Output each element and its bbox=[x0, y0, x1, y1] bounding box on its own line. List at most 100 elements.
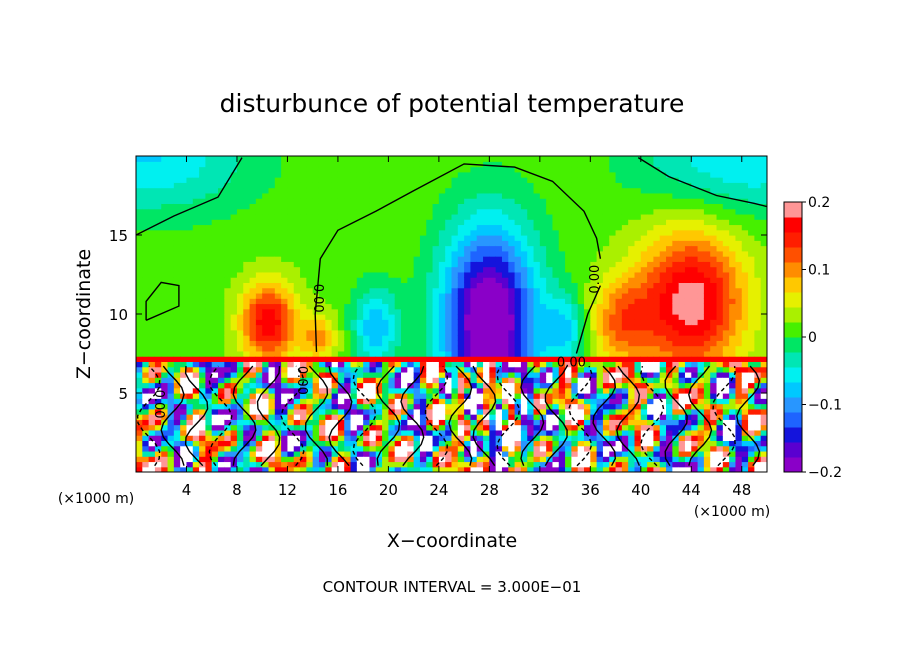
heatmap-cell bbox=[136, 398, 143, 405]
heatmap-cell bbox=[577, 208, 585, 215]
heatmap-cell bbox=[205, 366, 213, 373]
heatmap-cell bbox=[337, 345, 345, 352]
heatmap-cell bbox=[287, 187, 295, 194]
heatmap-cell bbox=[653, 398, 661, 405]
heatmap-cell bbox=[470, 213, 478, 220]
heatmap-cell bbox=[470, 277, 478, 283]
heatmap-cell bbox=[173, 308, 181, 315]
heatmap-cell bbox=[590, 187, 598, 194]
heatmap-cell bbox=[199, 219, 207, 226]
heatmap-cell bbox=[533, 466, 541, 472]
heatmap-cell bbox=[426, 419, 434, 426]
heatmap-cell bbox=[154, 435, 162, 441]
heatmap-cell bbox=[615, 198, 623, 204]
heatmap-cell bbox=[445, 182, 453, 189]
heatmap-cell bbox=[407, 466, 415, 472]
heatmap-cell bbox=[274, 203, 282, 210]
heatmap-cell bbox=[161, 387, 169, 394]
heatmap-cell bbox=[577, 393, 585, 399]
heatmap-cell bbox=[148, 261, 156, 268]
heatmap-cell bbox=[205, 277, 213, 283]
heatmap-cell bbox=[325, 329, 333, 336]
heatmap-cell bbox=[438, 261, 446, 268]
heatmap-cell bbox=[413, 435, 421, 441]
heatmap-cell bbox=[640, 235, 648, 241]
heatmap-cell bbox=[451, 245, 459, 252]
heatmap-cell bbox=[224, 324, 232, 331]
heatmap-cell bbox=[350, 408, 358, 415]
heatmap-cell bbox=[577, 450, 585, 457]
heatmap-cell bbox=[306, 408, 314, 415]
heatmap-cell bbox=[312, 308, 320, 315]
heatmap-cell bbox=[432, 377, 440, 384]
heatmap-cell bbox=[514, 166, 522, 173]
heatmap-cell bbox=[211, 177, 219, 183]
heatmap-cell bbox=[375, 198, 383, 204]
heatmap-cell bbox=[527, 156, 535, 162]
heatmap-cell bbox=[154, 450, 162, 457]
heatmap-cell bbox=[136, 424, 143, 431]
heatmap-cell bbox=[363, 345, 371, 352]
heatmap-cell bbox=[236, 329, 244, 336]
heatmap-cell bbox=[281, 235, 289, 241]
heatmap-cell bbox=[337, 250, 345, 257]
heatmap-cell bbox=[325, 177, 333, 183]
heatmap-cell bbox=[350, 429, 358, 436]
heatmap-cell bbox=[495, 419, 503, 426]
heatmap-cell bbox=[584, 235, 591, 241]
heatmap-cell bbox=[621, 224, 629, 231]
heatmap-cell bbox=[647, 414, 655, 420]
heatmap-cell bbox=[167, 245, 175, 252]
heatmap-cell bbox=[363, 461, 371, 468]
heatmap-cell bbox=[180, 198, 188, 204]
heatmap-cell bbox=[571, 335, 579, 341]
heatmap-cell bbox=[331, 450, 339, 457]
heatmap-cell bbox=[533, 303, 541, 310]
heatmap-cell bbox=[230, 224, 238, 231]
heatmap-cell bbox=[136, 461, 143, 468]
heatmap-cell bbox=[577, 292, 585, 299]
heatmap-cell bbox=[445, 345, 453, 352]
heatmap-cell bbox=[647, 292, 655, 299]
heatmap-cell bbox=[148, 445, 156, 452]
heatmap-cell bbox=[565, 424, 572, 431]
heatmap-cell bbox=[552, 314, 560, 320]
heatmap-cell bbox=[571, 177, 579, 183]
heatmap-cell bbox=[331, 161, 339, 168]
heatmap-cell bbox=[230, 245, 238, 252]
heatmap-cell bbox=[255, 414, 263, 420]
heatmap-cell bbox=[470, 198, 478, 204]
heatmap-cell bbox=[476, 187, 484, 194]
heatmap-cell bbox=[634, 403, 642, 410]
heatmap-cell bbox=[281, 319, 289, 326]
heatmap-cell bbox=[281, 361, 289, 368]
heatmap-cell bbox=[369, 429, 377, 436]
heatmap-cell bbox=[350, 456, 358, 463]
heatmap-cell bbox=[539, 282, 547, 289]
heatmap-cell bbox=[167, 361, 175, 368]
heatmap-cell bbox=[211, 450, 219, 457]
heatmap-cell bbox=[571, 345, 579, 352]
heatmap-cell bbox=[621, 277, 629, 283]
heatmap-cell bbox=[558, 329, 566, 336]
heatmap-cell bbox=[647, 308, 655, 315]
heatmap-cell bbox=[495, 335, 503, 341]
heatmap-cell bbox=[419, 466, 427, 472]
heatmap-cell bbox=[186, 235, 194, 241]
heatmap-cell bbox=[180, 424, 188, 431]
heatmap-cell bbox=[394, 192, 402, 199]
heatmap-cell bbox=[180, 277, 188, 283]
heatmap-cell bbox=[274, 429, 282, 436]
heatmap-cell bbox=[142, 161, 150, 168]
heatmap-cell bbox=[584, 224, 591, 231]
heatmap-cell bbox=[300, 329, 307, 336]
heatmap-cell bbox=[609, 324, 617, 331]
heatmap-cell bbox=[451, 424, 459, 431]
heatmap-cell bbox=[464, 182, 472, 189]
heatmap-cell bbox=[173, 235, 181, 241]
heatmap-cell bbox=[571, 256, 579, 262]
heatmap-cell bbox=[331, 324, 339, 331]
heatmap-cell bbox=[445, 429, 453, 436]
heatmap-cell bbox=[224, 450, 232, 457]
heatmap-cell bbox=[621, 424, 629, 431]
